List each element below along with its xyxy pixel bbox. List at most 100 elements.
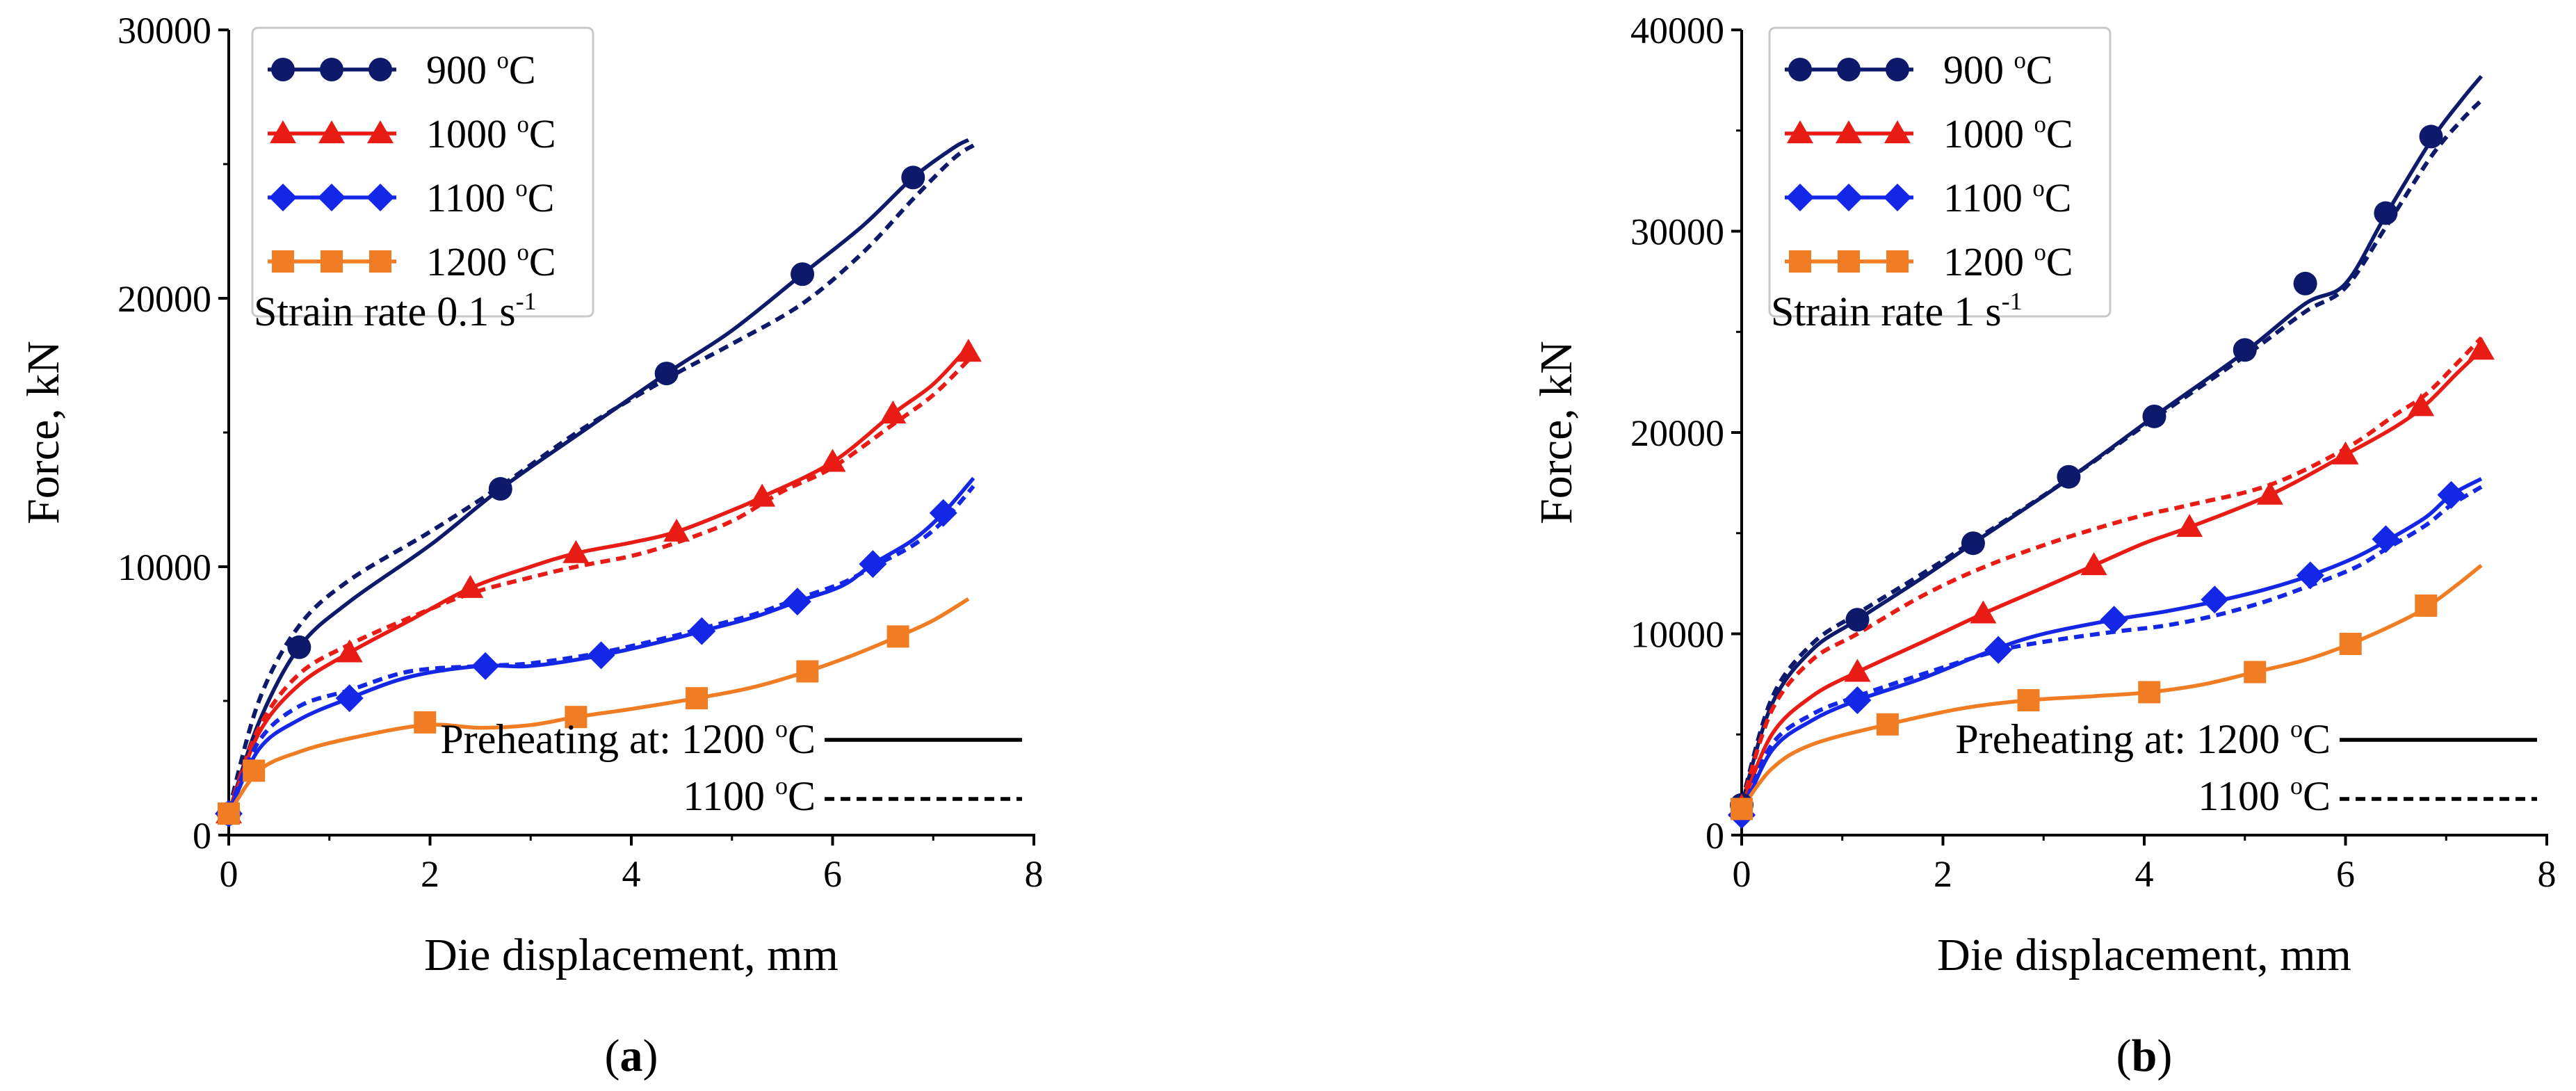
preheat-solid-label-sup: o bbox=[775, 715, 788, 743]
preheat-solid-label-base: Preheating at: 1200 bbox=[1955, 716, 2290, 762]
legend-label: 900 oC bbox=[426, 47, 536, 92]
series-s1000-marker bbox=[2176, 514, 2203, 538]
legend-label-sup: o bbox=[2032, 175, 2044, 202]
legend-marker bbox=[1788, 58, 1812, 81]
series-s1000-solid-line bbox=[227, 345, 970, 815]
preheat-solid-label: Preheating at: 1200 oC bbox=[440, 715, 816, 762]
series-s900-marker bbox=[901, 165, 925, 190]
legend-label-tail: C bbox=[2045, 175, 2072, 220]
legend-label: 1200 oC bbox=[426, 239, 556, 284]
series-s1200-solid-line bbox=[227, 597, 970, 815]
legend-marker bbox=[1835, 184, 1863, 211]
panel-label-open: ( bbox=[2116, 1031, 2132, 1081]
y-tick-label: 0 bbox=[1706, 815, 1724, 857]
legend-marker bbox=[1837, 58, 1861, 81]
series-s1100-marker bbox=[2100, 606, 2128, 634]
legend-marker bbox=[1884, 120, 1911, 143]
preheat-dashed-label-tail: C bbox=[2303, 773, 2331, 819]
series-s900-marker bbox=[2142, 404, 2166, 428]
series-s1000-marker bbox=[2080, 552, 2107, 576]
x-axis-title: Die displacement, mm bbox=[424, 930, 839, 980]
legend-label-sup: o bbox=[517, 111, 529, 138]
preheat-dashed-label-sup: o bbox=[2290, 772, 2303, 800]
y-tick-label: 10000 bbox=[1630, 614, 1724, 656]
legend-label-base: 1100 bbox=[1943, 175, 2032, 220]
series-s1200-marker bbox=[686, 687, 708, 710]
series-s1200-marker bbox=[2339, 632, 2362, 655]
panel-label-letter: b bbox=[2132, 1031, 2157, 1081]
legend-label-sup: o bbox=[515, 175, 527, 202]
x-tick-label: 8 bbox=[2538, 853, 2557, 895]
y-tick-label: 30000 bbox=[118, 10, 211, 51]
series-s900-marker bbox=[791, 262, 815, 286]
legend-label-sup: o bbox=[517, 239, 529, 266]
series-s1200-marker bbox=[2415, 594, 2438, 617]
legend-frame bbox=[1768, 26, 2112, 318]
legend-label-base: 1100 bbox=[426, 175, 515, 220]
legend-label: 1100 oC bbox=[1943, 175, 2071, 220]
series-s1200-marker bbox=[218, 802, 240, 825]
legend-marker bbox=[1836, 120, 1862, 143]
series-s1100-marker bbox=[929, 499, 957, 527]
series-s1000-dashed-line bbox=[1740, 336, 2484, 806]
axes: 0 10000 20000 30000 0 2 4 6 8 bbox=[118, 10, 1044, 895]
legend-marker bbox=[369, 250, 391, 273]
legend-marker bbox=[1787, 120, 1813, 143]
legend-label-tail: C bbox=[2026, 47, 2053, 92]
strain-rate-label-base: Strain rate 0.1 s bbox=[254, 289, 516, 334]
strain-rate-label: Strain rate 1 s-1 bbox=[1771, 287, 2023, 334]
legend-label-base: 1000 bbox=[426, 111, 517, 156]
series-s1200-marker bbox=[2244, 661, 2267, 684]
y-tick-label: 10000 bbox=[118, 547, 211, 588]
x-tick-label: 2 bbox=[421, 853, 439, 895]
series-s1000-marker bbox=[2408, 393, 2435, 417]
series-s900-marker bbox=[488, 477, 512, 501]
series-s1100-marker bbox=[2296, 561, 2324, 590]
series-s1000-marker bbox=[955, 339, 982, 362]
series-s900-marker bbox=[2057, 464, 2081, 489]
chart-panel-b: 0 10000 20000 30000 40000 0 2 4 6 8 Die displaceme… bbox=[1531, 10, 2557, 1081]
series-s1200-marker bbox=[1731, 798, 1753, 821]
x-tick-label: 4 bbox=[2135, 853, 2154, 895]
series-s900-marker bbox=[654, 362, 679, 386]
legend-marker bbox=[366, 184, 394, 211]
legend-marker bbox=[271, 58, 295, 81]
legend-marker bbox=[320, 58, 343, 81]
chart-panel-a: 0 10000 20000 30000 0 2 4 6 8 Die displacement, m… bbox=[18, 10, 1044, 1081]
series-s900-marker bbox=[2374, 201, 2398, 225]
series-s1000-marker bbox=[2332, 441, 2359, 464]
panel-label: (b) bbox=[2116, 1031, 2173, 1081]
legend-label: 900 oC bbox=[1943, 47, 2053, 92]
legend-label: 1200 oC bbox=[1943, 239, 2073, 284]
y-tick-label: 20000 bbox=[1630, 412, 1724, 454]
legend-label-base: 1200 bbox=[1943, 239, 2034, 284]
x-tick-label: 6 bbox=[823, 853, 842, 895]
series-s900-solid-line bbox=[1740, 74, 2484, 806]
preheat-dashed-label-base: 1100 bbox=[683, 773, 775, 819]
series-s1100-marker bbox=[688, 617, 716, 645]
panel-label-close: ) bbox=[2157, 1031, 2172, 1081]
legend-marker bbox=[321, 250, 343, 273]
y-tick-label: 0 bbox=[193, 815, 211, 857]
legend-marker bbox=[367, 120, 394, 143]
legend-label-tail: C bbox=[2046, 111, 2073, 156]
legend-marker bbox=[1886, 58, 1909, 81]
legend-label-base: 900 bbox=[1943, 47, 2014, 92]
series-s1000-marker bbox=[336, 639, 363, 663]
y-tick-label: 40000 bbox=[1630, 10, 1724, 51]
series-s1200-marker bbox=[243, 759, 266, 782]
series-s1100-marker bbox=[2437, 480, 2465, 509]
panel-label-open: ( bbox=[605, 1031, 620, 1081]
series-s1200-marker bbox=[886, 625, 909, 648]
series-s1000-solid-line bbox=[1740, 348, 2483, 808]
strain-rate-label-sup: -1 bbox=[2002, 287, 2023, 315]
series-s1000-marker bbox=[457, 574, 484, 598]
preheat-dashed-label-base: 1100 bbox=[2198, 773, 2290, 819]
series-s1200-marker bbox=[414, 711, 437, 734]
series-s900-marker bbox=[287, 635, 311, 659]
series-markers bbox=[215, 165, 982, 828]
legend-marker bbox=[1884, 184, 1911, 211]
preheat-solid-label-tail: C bbox=[2303, 716, 2331, 762]
